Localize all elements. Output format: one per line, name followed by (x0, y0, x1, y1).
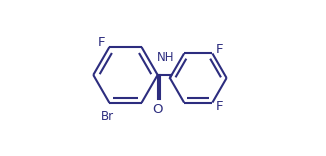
Text: O: O (153, 103, 163, 116)
Text: F: F (216, 100, 224, 113)
Text: NH: NH (156, 51, 174, 64)
Text: F: F (98, 36, 106, 49)
Text: Br: Br (101, 110, 114, 123)
Text: F: F (216, 43, 224, 56)
